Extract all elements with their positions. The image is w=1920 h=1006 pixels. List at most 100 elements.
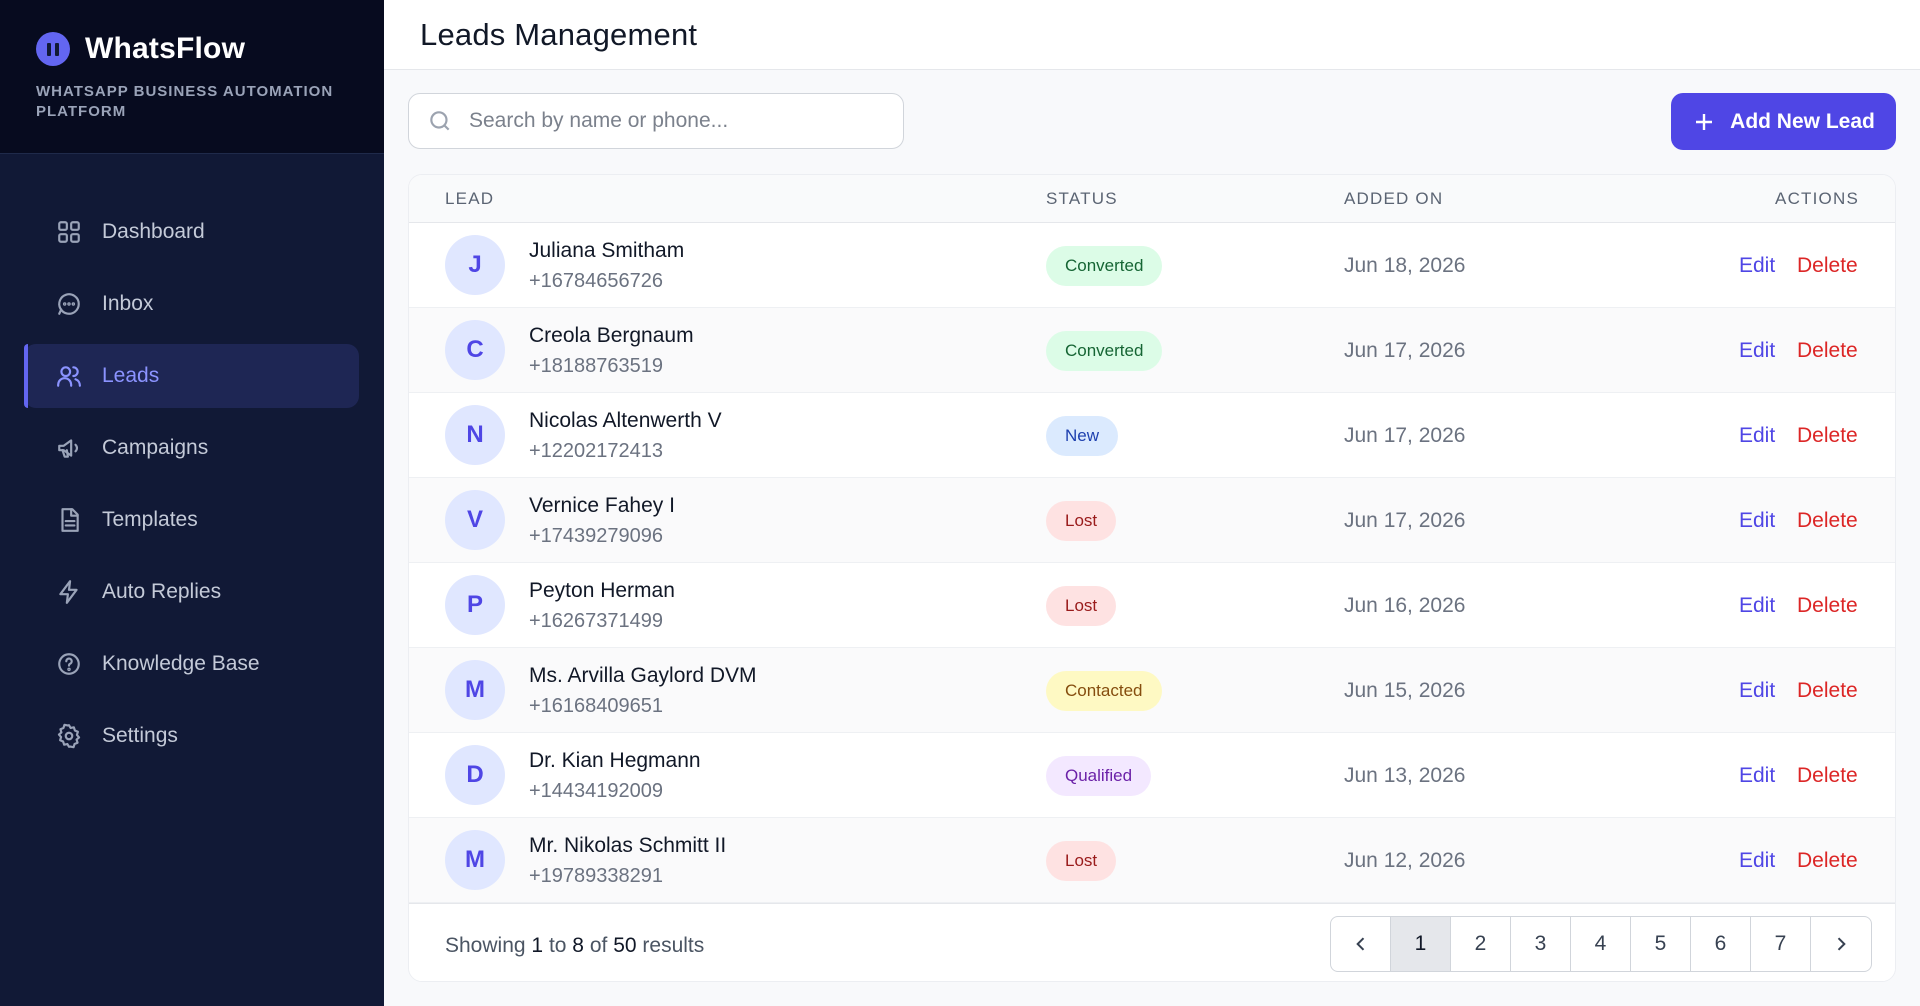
status-badge: Converted — [1046, 246, 1163, 286]
search-input[interactable] — [469, 109, 869, 133]
added-date: Jun 18, 2026 — [1344, 254, 1466, 277]
status-badge: Lost — [1046, 501, 1117, 541]
delete-link[interactable]: Delete — [1797, 764, 1858, 787]
sidebar-item-inbox[interactable]: Inbox — [24, 272, 359, 336]
previous-page-button[interactable] — [1331, 917, 1391, 971]
edit-link[interactable]: Edit — [1739, 254, 1776, 277]
lead-name: Creola Bergnaum — [529, 324, 694, 347]
sidebar-nav: Dashboard Inbox Leads Campaigns Template… — [0, 154, 384, 768]
avatar: M — [445, 660, 505, 720]
table-row: N Nicolas Altenwerth V +12202172413 New … — [409, 393, 1895, 478]
results-of-word: of — [589, 934, 608, 957]
lead-name: Ms. Arvilla Gaylord DVM — [529, 664, 757, 687]
table-row: M Mr. Nikolas Schmitt II +19789338291 Lo… — [409, 818, 1895, 903]
table-row: P Peyton Herman +16267371499 Lost Jun 16… — [409, 563, 1895, 648]
delete-link[interactable]: Delete — [1797, 339, 1858, 362]
pagination: 1 2 3 4 5 6 7 — [1330, 916, 1872, 972]
lead-name: Mr. Nikolas Schmitt II — [529, 834, 727, 857]
table-footer: Showing 1 to 8 of 50 results 1 2 3 4 5 6… — [409, 903, 1895, 981]
edit-link[interactable]: Edit — [1739, 764, 1776, 787]
status-badge: Converted — [1046, 331, 1163, 371]
lead-phone: +17439279096 — [529, 525, 664, 547]
page-button-2[interactable]: 2 — [1451, 917, 1511, 971]
delete-link[interactable]: Delete — [1797, 594, 1858, 617]
status-badge: Contacted — [1046, 671, 1162, 711]
avatar: D — [445, 745, 505, 805]
page-button-3[interactable]: 3 — [1511, 917, 1571, 971]
lead-phone: +16267371499 — [529, 610, 664, 632]
page-button-5[interactable]: 5 — [1631, 917, 1691, 971]
lead-name: Nicolas Altenwerth V — [529, 409, 722, 432]
sidebar-item-settings[interactable]: Settings — [24, 704, 359, 768]
plus-icon — [1696, 113, 1713, 130]
results-summary: Showing 1 to 8 of 50 results — [445, 934, 704, 958]
lead-phone: +16168409651 — [529, 695, 664, 717]
avatar: P — [445, 575, 505, 635]
sidebar-item-label: Templates — [102, 508, 198, 531]
delete-link[interactable]: Delete — [1797, 679, 1858, 702]
brand-block: WhatsFlow WHATSAPP BUSINESS AUTOMATION P… — [0, 0, 384, 154]
status-badge: New — [1046, 416, 1119, 456]
sidebar-item-templates[interactable]: Templates — [24, 488, 359, 552]
column-header-added-on[interactable]: ADDED ON — [1344, 189, 1444, 208]
added-date: Jun 15, 2026 — [1344, 679, 1466, 702]
search-icon — [430, 111, 450, 131]
sidebar-item-label: Dashboard — [102, 220, 205, 243]
page-button-4[interactable]: 4 — [1571, 917, 1631, 971]
column-header-lead[interactable]: LEAD — [445, 189, 495, 208]
search-box[interactable] — [408, 93, 904, 149]
lead-name: Peyton Herman — [529, 579, 675, 602]
sidebar-item-knowledge-base[interactable]: Knowledge Base — [24, 632, 359, 696]
edit-link[interactable]: Edit — [1739, 679, 1776, 702]
page-header: Leads Management — [384, 0, 1920, 70]
sidebar-item-campaigns[interactable]: Campaigns — [24, 416, 359, 480]
leads-table-card: LEAD STATUS ADDED ON ACTIONS J Juliana S… — [408, 174, 1896, 982]
results-total: 50 — [613, 934, 637, 957]
edit-link[interactable]: Edit — [1739, 339, 1776, 362]
edit-link[interactable]: Edit — [1739, 509, 1776, 532]
table-row: D Dr. Kian Hegmann +14434192009 Qualifie… — [409, 733, 1895, 818]
results-to: 8 — [572, 934, 584, 957]
sidebar-item-label: Settings — [102, 724, 178, 747]
edit-link[interactable]: Edit — [1739, 424, 1776, 447]
delete-link[interactable]: Delete — [1797, 424, 1858, 447]
sidebar-item-label: Campaigns — [102, 436, 209, 459]
column-header-actions: ACTIONS — [1775, 189, 1859, 208]
status-badge: Lost — [1046, 586, 1117, 626]
lead-name: Vernice Fahey I — [529, 494, 675, 517]
lead-name: Juliana Smitham — [529, 239, 685, 262]
lightning-icon — [59, 580, 78, 604]
delete-link[interactable]: Delete — [1797, 849, 1858, 872]
add-new-lead-label: Add New Lead — [1730, 109, 1875, 133]
page-button-7[interactable]: 7 — [1751, 917, 1811, 971]
sidebar-item-label: Knowledge Base — [102, 652, 260, 675]
sidebar-item-label: Inbox — [102, 292, 154, 315]
lead-phone: +12202172413 — [529, 440, 664, 462]
delete-link[interactable]: Delete — [1797, 509, 1858, 532]
added-date: Jun 17, 2026 — [1344, 509, 1466, 532]
avatar: J — [445, 235, 505, 295]
app-name: WhatsFlow — [85, 32, 246, 65]
edit-link[interactable]: Edit — [1739, 849, 1776, 872]
chat-bubble-icon — [58, 293, 80, 315]
column-header-status[interactable]: STATUS — [1046, 189, 1118, 208]
sidebar: WhatsFlow WHATSAPP BUSINESS AUTOMATION P… — [0, 0, 384, 1006]
added-date: Jun 12, 2026 — [1344, 849, 1466, 872]
sidebar-item-auto-replies[interactable]: Auto Replies — [24, 560, 359, 624]
results-prefix: Showing — [445, 934, 526, 957]
page-button-1[interactable]: 1 — [1391, 917, 1451, 971]
page-title: Leads Management — [420, 16, 698, 52]
chevron-right-icon — [1837, 937, 1846, 951]
edit-link[interactable]: Edit — [1739, 594, 1776, 617]
delete-link[interactable]: Delete — [1797, 254, 1858, 277]
sidebar-item-leads[interactable]: Leads — [24, 344, 359, 408]
page-button-6[interactable]: 6 — [1691, 917, 1751, 971]
grid-icon — [58, 221, 80, 243]
document-icon — [61, 508, 79, 532]
sidebar-item-dashboard[interactable]: Dashboard — [24, 200, 359, 264]
lead-phone: +19789338291 — [529, 865, 664, 887]
next-page-button[interactable] — [1811, 917, 1871, 971]
status-badge: Lost — [1046, 841, 1117, 881]
add-new-lead-button[interactable]: Add New Lead — [1671, 93, 1896, 150]
app-tagline: WHATSAPP BUSINESS AUTOMATION PLATFORM — [36, 83, 334, 120]
